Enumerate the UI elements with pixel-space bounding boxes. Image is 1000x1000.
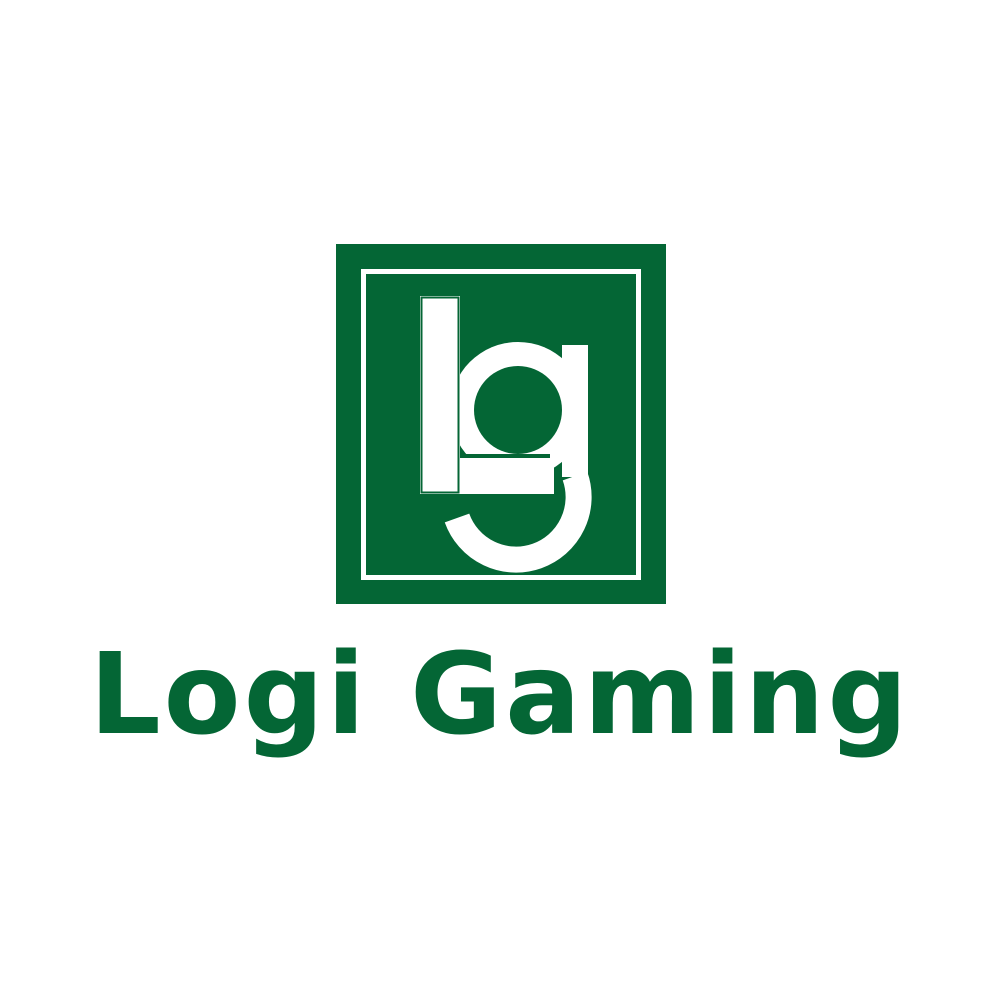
g-bowl-counter xyxy=(474,366,562,454)
g-stem xyxy=(562,345,588,477)
monogram-letter-l xyxy=(420,296,554,494)
emblem-inner-frame xyxy=(361,269,641,580)
g-descender xyxy=(444,471,592,573)
monogram-letter-g xyxy=(444,342,592,573)
l-stem-outline xyxy=(420,296,460,494)
l-foot-inline xyxy=(460,454,550,458)
l-foot xyxy=(420,454,554,494)
brand-wordmark: Logi Gaming xyxy=(89,630,911,760)
